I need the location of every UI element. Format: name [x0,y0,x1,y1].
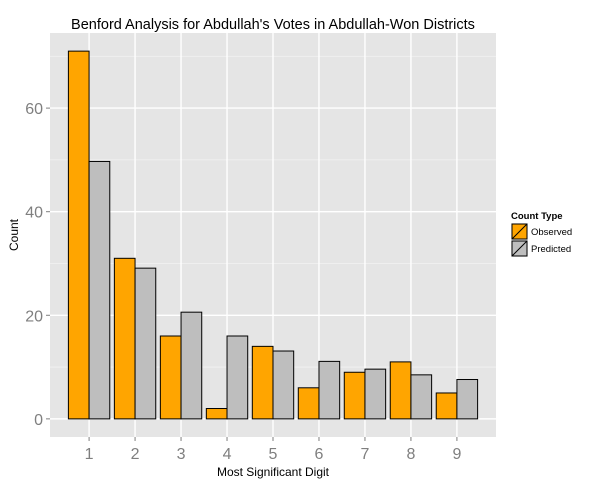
y-tick-label: 20 [25,308,43,325]
bar-predicted-6 [318,360,341,420]
x-tick-label: 9 [452,446,461,463]
chart-title: Benford Analysis for Abdullah's Votes in… [71,17,475,33]
legend: Count Type Observed Predicted [511,211,572,257]
bar-observed-1 [67,50,90,420]
x-axis-title: Most Significant Digit [217,465,330,479]
y-tick-label: 40 [25,205,43,222]
bar-predicted-1 [88,160,111,420]
bars-group [67,50,479,420]
legend-swatch-slash [511,240,528,257]
bar-observed-8 [389,361,412,420]
bar-predicted-4 [226,335,249,420]
legend-label-predicted: Predicted [531,244,571,255]
x-axis: 1 2 3 4 5 6 7 8 9 [85,437,461,463]
bar-observed-5 [251,345,274,420]
x-tick-label: 3 [177,446,186,463]
bar-predicted-2 [134,267,157,420]
x-tick-label: 2 [131,446,140,463]
x-tick-label: 6 [315,446,324,463]
bar-observed-9 [435,392,458,420]
bar-predicted-5 [272,350,295,420]
x-tick-label: 4 [223,446,232,463]
legend-title: Count Type [511,211,563,222]
bar-observed-6 [297,387,320,420]
y-tick-label: 60 [25,101,43,118]
y-axis: 0 20 40 60 [25,101,50,429]
bar-observed-4 [205,408,228,420]
bar-predicted-8 [410,374,433,420]
legend-label-observed: Observed [531,227,572,238]
bar-observed-3 [159,335,182,420]
x-tick-label: 1 [85,446,94,463]
bar-predicted-7 [364,368,387,420]
y-axis-title: Count [7,218,21,251]
bar-predicted-9 [456,379,479,420]
x-tick-label: 5 [269,446,278,463]
x-tick-label: 8 [406,446,415,463]
bar-observed-2 [113,257,136,420]
x-tick-label: 7 [361,446,370,463]
legend-swatch-slash [511,223,528,240]
bar-observed-7 [343,371,366,420]
bar-predicted-3 [180,311,203,420]
y-tick-label: 0 [34,412,43,429]
